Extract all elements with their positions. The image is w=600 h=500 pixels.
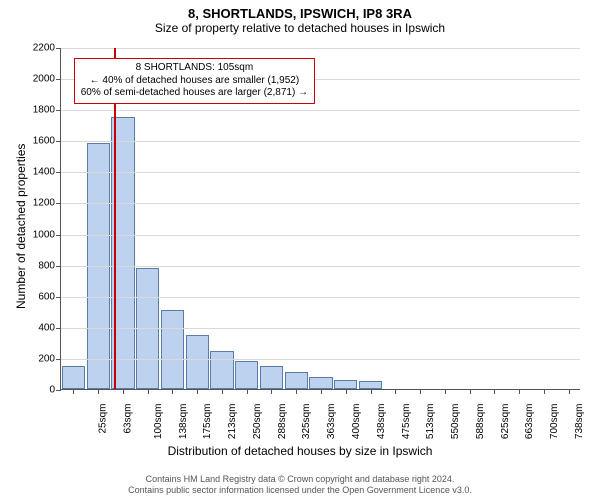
x-tick-mark [346,389,347,394]
page-title: 8, SHORTLANDS, IPSWICH, IP8 3RA [0,0,600,21]
x-tick-label: 550sqm [450,404,461,440]
grid-line [61,172,580,173]
x-tick-mark [371,389,372,394]
x-tick-label: 438sqm [376,404,387,440]
x-tick-label: 175sqm [203,404,214,440]
grid-line [61,110,580,111]
grid-line [61,266,580,267]
x-tick-mark [445,389,446,394]
x-tick-label: 25sqm [98,404,109,434]
grid-line [61,328,580,329]
histogram-bar [235,361,258,389]
grid-line [61,48,580,49]
x-tick-label: 100sqm [153,404,164,440]
grid-line [61,203,580,204]
x-tick-label: 625sqm [500,404,511,440]
x-tick-mark [197,389,198,394]
y-tick-label: 200 [38,353,61,364]
annotation-box: 8 SHORTLANDS: 105sqm ← 40% of detached h… [74,58,315,104]
histogram-bar [309,377,332,389]
x-tick-mark [98,389,99,394]
annotation-line-2: ← 40% of detached houses are smaller (1,… [81,75,308,88]
histogram-bar [62,366,85,389]
y-tick-label: 1600 [33,136,61,147]
y-tick-label: 1400 [33,167,61,178]
grid-line [61,359,580,360]
annotation-line-1: 8 SHORTLANDS: 105sqm [81,62,308,75]
x-tick-mark [544,389,545,394]
grid-line [61,297,580,298]
y-axis-label: Number of detached properties [14,144,28,309]
x-tick-label: 663sqm [524,404,535,440]
x-tick-label: 400sqm [351,404,362,440]
x-tick-label: 138sqm [178,404,189,440]
histogram-bar [260,366,283,389]
x-tick-label: 588sqm [475,404,486,440]
y-tick-label: 1800 [33,105,61,116]
x-tick-mark [73,389,74,394]
page-subtitle: Size of property relative to detached ho… [0,21,600,39]
histogram-bar [210,351,233,389]
histogram-bar [285,372,308,389]
x-tick-label: 213sqm [227,404,238,440]
y-tick-label: 1000 [33,229,61,240]
x-tick-label: 738sqm [574,404,585,440]
x-tick-mark [296,389,297,394]
footer: Contains HM Land Registry data © Crown c… [0,474,600,496]
y-tick-label: 2000 [33,74,61,85]
footer-line-2: Contains public sector information licen… [0,485,600,496]
x-tick-label: 700sqm [549,404,560,440]
x-tick-mark [123,389,124,394]
y-tick-label: 0 [49,385,61,396]
histogram-bar [359,381,382,389]
grid-line [61,141,580,142]
x-tick-mark [271,389,272,394]
y-tick-label: 1200 [33,198,61,209]
y-tick-label: 2200 [33,43,61,54]
x-tick-label: 288sqm [277,404,288,440]
x-tick-mark [247,389,248,394]
histogram-bar [161,310,184,389]
x-tick-mark [148,389,149,394]
x-tick-mark [395,389,396,394]
annotation-line-3: 60% of semi-detached houses are larger (… [81,87,308,100]
x-tick-label: 363sqm [326,404,337,440]
x-tick-label: 250sqm [252,404,263,440]
x-tick-mark [470,389,471,394]
x-tick-mark [172,389,173,394]
x-tick-mark [420,389,421,394]
y-tick-label: 400 [38,322,61,333]
x-axis-label: Distribution of detached houses by size … [0,444,600,458]
grid-line [61,235,580,236]
x-tick-mark [494,389,495,394]
histogram-bar [186,335,209,389]
y-tick-label: 600 [38,291,61,302]
x-tick-mark [519,389,520,394]
chart-plot-area: 0200400600800100012001400160018002000220… [60,48,580,390]
x-tick-mark [222,389,223,394]
footer-line-1: Contains HM Land Registry data © Crown c… [0,474,600,485]
x-tick-mark [321,389,322,394]
x-tick-mark [569,389,570,394]
histogram-bar [334,380,357,389]
x-tick-label: 325sqm [302,404,313,440]
x-tick-label: 475sqm [401,404,412,440]
chart-container: 8, SHORTLANDS, IPSWICH, IP8 3RA Size of … [0,0,600,500]
x-tick-label: 513sqm [425,404,436,440]
y-tick-label: 800 [38,260,61,271]
x-tick-label: 63sqm [123,404,134,434]
